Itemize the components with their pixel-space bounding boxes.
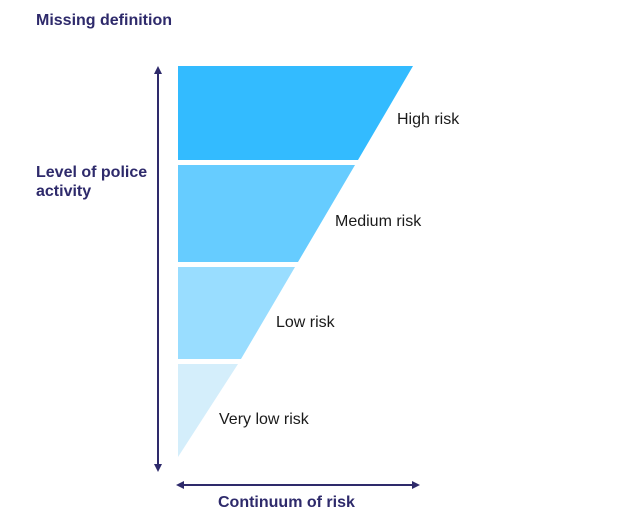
diagram-title: Missing definition xyxy=(36,12,172,29)
label-low-risk: Low risk xyxy=(276,314,335,331)
band-medium-risk xyxy=(178,165,355,262)
band-very-low-risk xyxy=(178,364,238,457)
label-high-risk: High risk xyxy=(397,111,460,128)
label-very-low-risk: Very low risk xyxy=(219,411,309,428)
band-high-risk xyxy=(178,66,413,160)
band-low-risk xyxy=(178,267,295,359)
x-axis-label: Continuum of risk xyxy=(218,494,355,511)
label-medium-risk: Medium risk xyxy=(335,213,422,230)
y-axis-label: Level of police activity xyxy=(36,164,148,200)
